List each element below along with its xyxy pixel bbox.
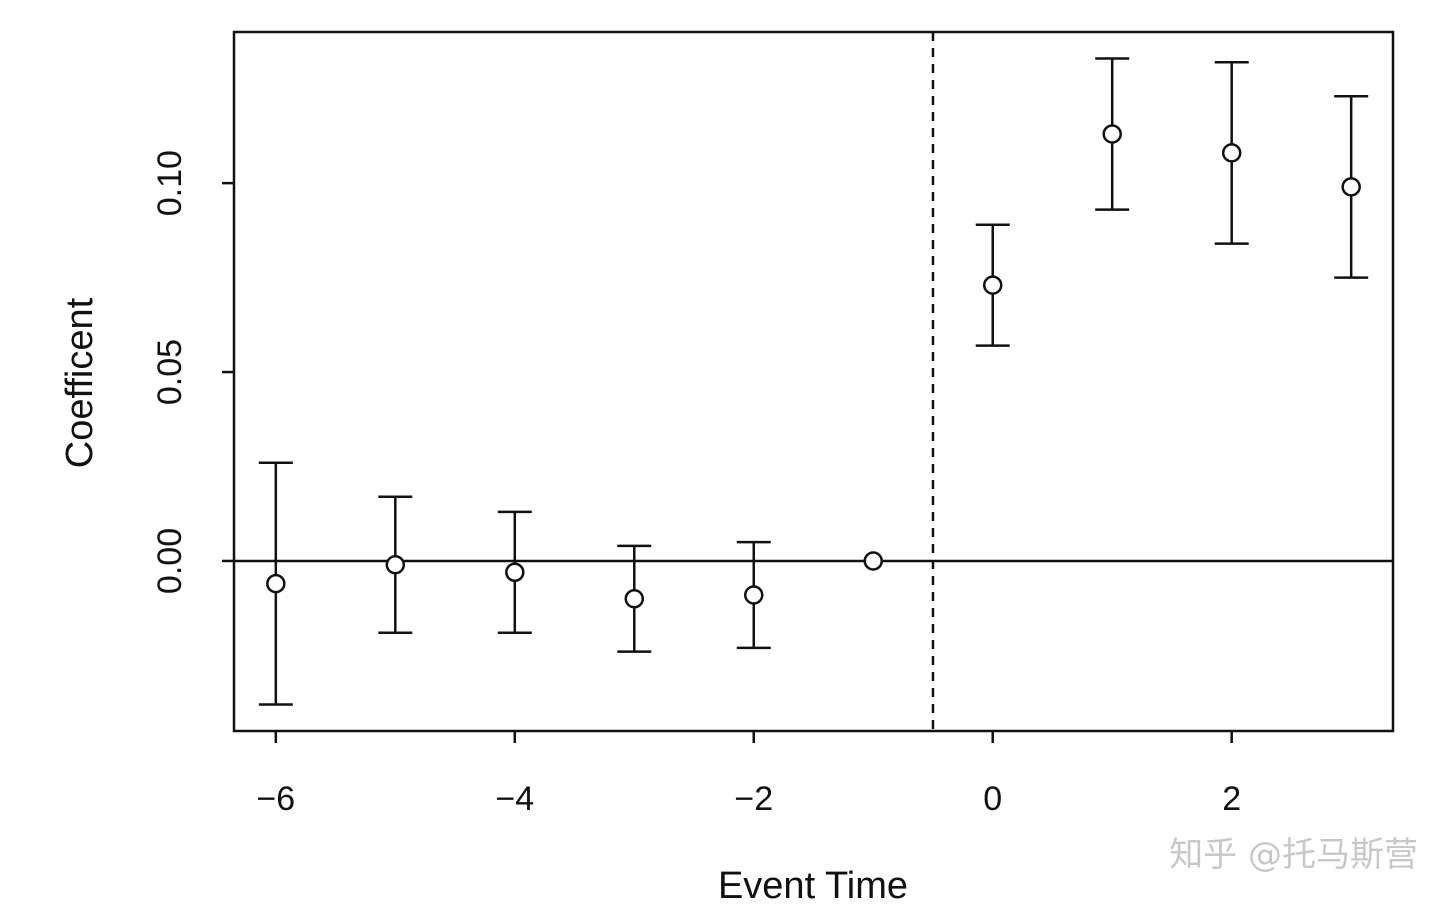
x-tick-label: −4 xyxy=(495,780,534,818)
plot-frame xyxy=(232,30,1395,733)
data-point xyxy=(863,551,883,571)
x-axis: −6 −4 −2 0 2 xyxy=(256,731,1241,818)
data-point xyxy=(505,562,525,583)
watermark-text: 知乎 @托马斯营 xyxy=(1169,835,1418,875)
data-point xyxy=(266,573,286,594)
data-points xyxy=(266,124,1361,609)
data-point xyxy=(1221,143,1242,163)
reference-lines xyxy=(234,32,1393,731)
x-tick-label: −6 xyxy=(256,780,295,818)
data-point xyxy=(1102,124,1122,144)
data-point xyxy=(1341,177,1361,197)
data-point xyxy=(744,585,764,605)
x-tick-label: 2 xyxy=(1222,780,1241,818)
data-point xyxy=(385,555,406,575)
y-tick-label: 0.00 xyxy=(151,528,189,594)
y-axis-title: Coefficent xyxy=(59,297,101,468)
y-tick-label: 0.05 xyxy=(151,339,189,405)
y-axis: 0.00 0.05 0.10 xyxy=(151,150,234,594)
x-tick-label: 0 xyxy=(983,780,1002,818)
x-axis-title: Event Time xyxy=(718,865,908,907)
data-point xyxy=(624,589,645,609)
y-tick-label: 0.10 xyxy=(151,150,189,216)
data-point xyxy=(982,275,1003,295)
x-tick-label: −2 xyxy=(734,780,773,818)
